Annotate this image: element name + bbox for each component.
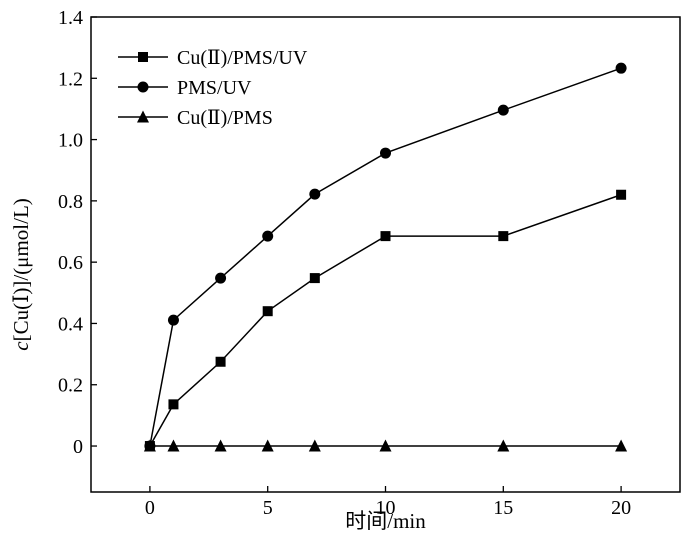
x-tick-label: 5 — [263, 497, 273, 519]
series-line — [149, 194, 622, 447]
y-tick-label: 0.6 — [58, 252, 83, 274]
data-point — [168, 399, 179, 410]
x-tick-label: 20 — [611, 497, 631, 519]
y-tick-label: 1.2 — [58, 68, 83, 90]
data-point — [309, 273, 320, 284]
x-tick-label: 10 — [376, 497, 396, 519]
x-tick-label: 0 — [145, 497, 155, 519]
legend: Cu(Ⅱ)/PMS/UV PMS/UV Cu(Ⅱ)/PMS — [118, 47, 308, 129]
data-point — [308, 439, 321, 452]
y-axis-label-symbol: c — [9, 341, 33, 351]
legend-marker — [137, 110, 149, 123]
legend-label: PMS/UV — [177, 77, 252, 99]
data-point — [615, 62, 627, 74]
data-point — [262, 230, 274, 242]
legend-item: Cu(Ⅱ)/PMS — [118, 107, 273, 129]
legend-label: Cu(Ⅱ)/PMS/UV — [177, 47, 308, 69]
data-point — [380, 147, 391, 159]
legend-label: Cu(Ⅱ)/PMS — [177, 107, 273, 129]
y-tick-label: 0.8 — [58, 191, 83, 213]
series-square — [144, 189, 627, 452]
series-layer — [143, 62, 628, 452]
data-point — [261, 439, 274, 452]
legend-marker — [137, 81, 149, 93]
data-point — [497, 439, 510, 452]
series-line — [149, 67, 622, 447]
legend-item: PMS/UV — [118, 77, 252, 99]
data-point — [497, 104, 509, 116]
y-tick-label: 1.0 — [58, 130, 83, 152]
data-point — [498, 231, 509, 242]
y-tick-label: 0.2 — [58, 375, 83, 397]
data-point — [215, 356, 226, 367]
x-axis-label: 时间/min — [345, 509, 426, 533]
y-tick-label: 0.4 — [58, 313, 83, 335]
data-point — [214, 439, 227, 452]
legend-marker — [138, 52, 148, 62]
legend-item: Cu(Ⅱ)/PMS/UV — [118, 47, 308, 69]
data-point — [379, 439, 392, 452]
x-tick-label: 15 — [493, 497, 513, 519]
data-point — [167, 439, 180, 452]
series-triangle — [143, 439, 628, 452]
y-tick-label: 0 — [73, 436, 83, 458]
data-point — [143, 439, 156, 452]
data-point — [262, 306, 273, 317]
data-point — [616, 189, 627, 200]
data-point — [215, 272, 227, 284]
y-axis-label: c[Cu(Ⅰ)]/(μmol/L) — [9, 198, 33, 351]
data-point — [167, 314, 179, 326]
data-point — [615, 439, 628, 452]
data-point — [309, 188, 321, 200]
data-point — [380, 231, 391, 242]
y-tick-label: 1.4 — [58, 7, 83, 29]
axis-ticks: 0 5 10 15 20 0 0.2 0.4 0.6 0.8 1.0 1.2 1.4 — [58, 7, 631, 519]
y-axis-label-text: [Cu(Ⅰ)]/(μmol/L) — [9, 198, 33, 341]
